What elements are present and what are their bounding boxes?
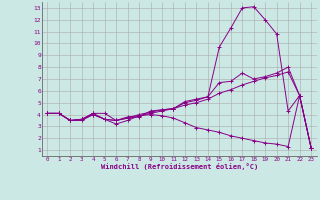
X-axis label: Windchill (Refroidissement éolien,°C): Windchill (Refroidissement éolien,°C) xyxy=(100,163,258,170)
